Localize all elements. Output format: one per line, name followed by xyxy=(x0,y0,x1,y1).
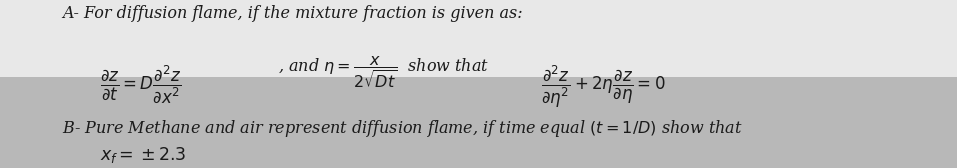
Text: , and $\eta = \dfrac{x}{2\sqrt{Dt}}$  show that: , and $\eta = \dfrac{x}{2\sqrt{Dt}}$ sho… xyxy=(278,55,489,91)
Text: $\dfrac{\partial^2 z}{\partial \eta^2} + 2\eta\dfrac{\partial z}{\partial \eta} : $\dfrac{\partial^2 z}{\partial \eta^2} +… xyxy=(541,64,665,110)
Text: $\dfrac{\partial z}{\partial t} = D\dfrac{\partial^2 z}{\partial x^2}$: $\dfrac{\partial z}{\partial t} = D\dfra… xyxy=(100,64,182,105)
Text: $x_f = \pm 2.3$: $x_f = \pm 2.3$ xyxy=(100,145,187,165)
Text: B- Pure Methane and air represent diffusion flame, if time equal $(t = 1/D)$ sho: B- Pure Methane and air represent diffus… xyxy=(62,118,743,139)
Text: A- For diffusion flame, if the mixture fraction is given as:: A- For diffusion flame, if the mixture f… xyxy=(62,5,523,22)
FancyBboxPatch shape xyxy=(0,77,957,168)
